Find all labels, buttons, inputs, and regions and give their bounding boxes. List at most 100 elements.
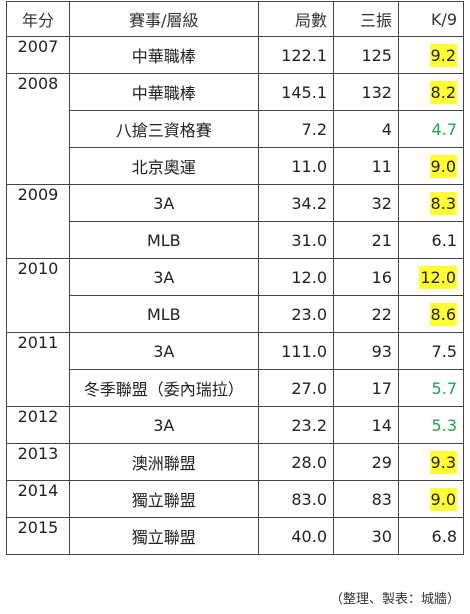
table-row: 2014 獨立聯盟 83.0 83 9.0 [6, 480, 465, 518]
cell-k9: 9.2 [397, 36, 465, 74]
cell-event: MLB [68, 221, 259, 259]
cell-ip: 12.0 [257, 258, 335, 296]
k9-value: 8.3 [429, 191, 457, 215]
cell-k9: 9.0 [397, 480, 465, 518]
cell-year: 2008 [6, 73, 70, 185]
table-body: 2007 中華職棒 122.1 125 9.2 2008 中華職棒 145.1 132 8.2 八搶… [6, 36, 465, 555]
table-row: 2009 3A 34.2 32 8.3 [6, 184, 465, 259]
cell-k9: 8.2 [397, 73, 465, 111]
cell-event: 冬季聯盟（委內瑞拉） [68, 369, 259, 407]
cell-ip: 34.2 [257, 184, 335, 222]
cell-year: 2014 [6, 480, 70, 518]
cell-event: 北京奧運 [68, 147, 259, 185]
cell-so: 32 [333, 184, 399, 222]
cell-ip: 23.2 [257, 406, 335, 444]
k9-value: 6.8 [431, 526, 457, 546]
cell-event: 獨立聯盟 [68, 517, 259, 555]
k9-value: 6.1 [431, 230, 457, 250]
credit-note: （整理、製表：城牆） [329, 592, 460, 607]
cell-event: 獨立聯盟 [68, 480, 259, 518]
cell-year: 2011 [6, 332, 70, 407]
cell-event: 3A [68, 184, 259, 222]
table-row: MLB 23.0 22 8.6 [7, 295, 465, 333]
cell-event: MLB [68, 295, 259, 333]
header-k9: K/9 [397, 1, 465, 37]
cell-ip: 27.0 [257, 369, 335, 407]
cell-event: 3A [68, 332, 259, 370]
cell-so: 16 [333, 258, 399, 296]
k9-value: 9.0 [429, 487, 457, 511]
table-row: 北京奧運 11.0 11 9.0 [7, 147, 465, 185]
cell-event: 3A [68, 406, 259, 444]
cell-year: 2013 [6, 443, 70, 481]
cell-ip: 145.1 [257, 73, 335, 111]
cell-so: 125 [333, 36, 399, 74]
cell-year: 2015 [6, 517, 70, 555]
k9-value: 5.3 [431, 415, 457, 435]
cell-so: 14 [333, 406, 399, 444]
cell-event: 中華職棒 [68, 73, 259, 111]
cell-k9: 9.0 [397, 147, 465, 185]
table-row: 八搶三資格賽 7.2 4 4.7 [7, 110, 465, 148]
cell-year: 2010 [6, 258, 70, 333]
cell-ip: 111.0 [257, 332, 335, 370]
cell-so: 21 [333, 221, 399, 259]
k9-value: 9.0 [429, 154, 457, 178]
cell-event: 八搶三資格賽 [68, 110, 259, 148]
cell-so: 22 [333, 295, 399, 333]
table-row: MLB 31.0 21 6.1 [7, 221, 465, 259]
cell-so: 4 [333, 110, 399, 148]
cell-so: 29 [333, 443, 399, 481]
table-row: 2015 獨立聯盟 40.0 30 6.8 [6, 517, 465, 555]
cell-event: 3A [68, 258, 259, 296]
cell-k9: 8.6 [397, 295, 465, 333]
header-event: 賽事/層級 [68, 1, 259, 37]
table-row: 2010 3A 12.0 16 12.0 [6, 258, 465, 333]
cell-ip: 40.0 [257, 517, 335, 555]
table-row: 2011 3A 111.0 93 7.5 [6, 332, 465, 407]
k9-value: 7.5 [431, 341, 457, 361]
k9-value: 12.0 [419, 265, 457, 289]
cell-so: 17 [333, 369, 399, 407]
k9-value: 5.7 [431, 378, 457, 398]
table-row: 2007 中華職棒 122.1 125 9.2 [6, 36, 465, 74]
cell-event: 澳洲聯盟 [68, 443, 259, 481]
table-row: 2008 中華職棒 145.1 132 8.2 [6, 73, 465, 185]
cell-ip: 31.0 [257, 221, 335, 259]
table-row: 2012 3A 23.2 14 5.3 [6, 406, 465, 444]
cell-year: 2007 [6, 36, 70, 74]
cell-so: 11 [333, 147, 399, 185]
cell-year: 2009 [6, 184, 70, 259]
header-year: 年分 [6, 1, 70, 37]
cell-ip: 7.2 [257, 110, 335, 148]
k9-value: 8.6 [429, 302, 457, 326]
k9-value: 9.2 [429, 43, 457, 67]
cell-so: 93 [333, 332, 399, 370]
k9-value: 9.3 [429, 450, 457, 474]
cell-ip: 83.0 [257, 480, 335, 518]
cell-so: 30 [333, 517, 399, 555]
cell-so: 132 [333, 73, 399, 111]
cell-k9: 7.5 [397, 332, 465, 370]
cell-year: 2012 [6, 406, 70, 444]
cell-so: 83 [333, 480, 399, 518]
table-row: 冬季聯盟（委內瑞拉） 27.0 17 5.7 [7, 369, 465, 407]
cell-k9: 5.3 [397, 406, 465, 444]
cell-k9: 12.0 [397, 258, 465, 296]
header-row: 年分 賽事/層級 局數 三振 K/9 [6, 1, 465, 37]
cell-k9: 6.8 [397, 517, 465, 555]
stats-table: 年分 賽事/層級 局數 三振 K/9 2007 中華職棒 122.1 125 9.2 20… [6, 1, 465, 555]
header-ip: 局數 [257, 1, 335, 37]
cell-ip: 122.1 [257, 36, 335, 74]
k9-value: 8.2 [429, 80, 457, 104]
cell-k9: 8.3 [397, 184, 465, 222]
cell-k9: 5.7 [397, 369, 465, 407]
cell-k9: 9.3 [397, 443, 465, 481]
table-row: 2013 澳洲聯盟 28.0 29 9.3 [6, 443, 465, 481]
header-so: 三振 [333, 1, 399, 37]
cell-k9: 4.7 [397, 110, 465, 148]
k9-value: 4.7 [431, 119, 457, 139]
cell-ip: 23.0 [257, 295, 335, 333]
cell-ip: 11.0 [257, 147, 335, 185]
